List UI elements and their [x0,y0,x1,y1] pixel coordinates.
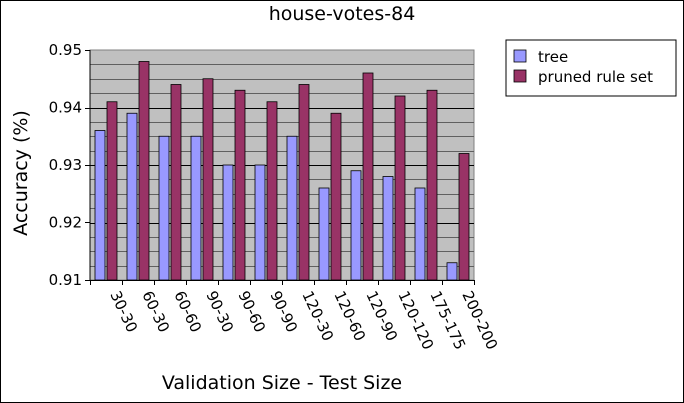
bar-pruned-rule-set-60-30 [138,61,150,281]
bar-tree-175-175 [414,187,426,281]
y-tick-label: 0.93 [49,156,82,174]
bar-tree-60-30 [126,112,138,281]
legend-swatch-tree [513,49,527,63]
axes [85,50,475,285]
bar-tree-30-30 [94,130,106,281]
bar-tree-90-30 [190,135,202,281]
x-axis-label: Validation Size - Test Size [162,372,402,394]
y-axis-label: Accuracy (%) [10,110,32,236]
bar-pruned-rule-set-90-60 [234,89,246,281]
gridlines [90,64,474,267]
y-tick-label: 0.95 [49,41,82,59]
legend: tree pruned rule set [505,39,677,97]
y-tick-labels: 0.91 0.92 0.93 0.94 0.95 [49,41,82,289]
legend-swatch-pruned-rule-set [513,69,527,83]
bar-tree-90-60 [222,164,234,281]
bar-tree-120-120 [382,176,394,281]
bar-pruned-rule-set-175-175 [426,89,438,281]
bar-pruned-rule-set-90-30 [202,78,214,281]
y-tick-label: 0.92 [49,214,82,232]
bar-tree-90-90 [254,164,266,281]
bar-pruned-rule-set-200-200 [458,153,470,281]
y-tick-label: 0.94 [49,99,82,117]
y-tick-label: 0.91 [49,271,82,289]
legend-label-pruned-rule-set: pruned rule set [538,68,653,86]
bar-pruned-rule-set-120-60 [330,112,342,281]
bar-pruned-rule-set-30-30 [106,101,118,281]
chart-title: house-votes-84 [269,3,416,25]
bars [94,61,470,281]
bar-pruned-rule-set-90-90 [266,101,278,281]
bar-pruned-rule-set-120-120 [394,95,406,281]
bar-tree-200-200 [446,262,458,281]
bar-tree-120-30 [286,135,298,281]
bar-tree-60-60 [158,135,170,281]
bar-pruned-rule-set-60-60 [170,84,182,281]
legend-label-tree: tree [538,48,568,66]
legend-box [505,39,677,97]
bar-tree-120-60 [318,187,330,281]
bar-tree-120-90 [350,170,362,281]
bar-pruned-rule-set-120-90 [362,72,374,281]
bar-pruned-rule-set-120-30 [298,84,310,281]
